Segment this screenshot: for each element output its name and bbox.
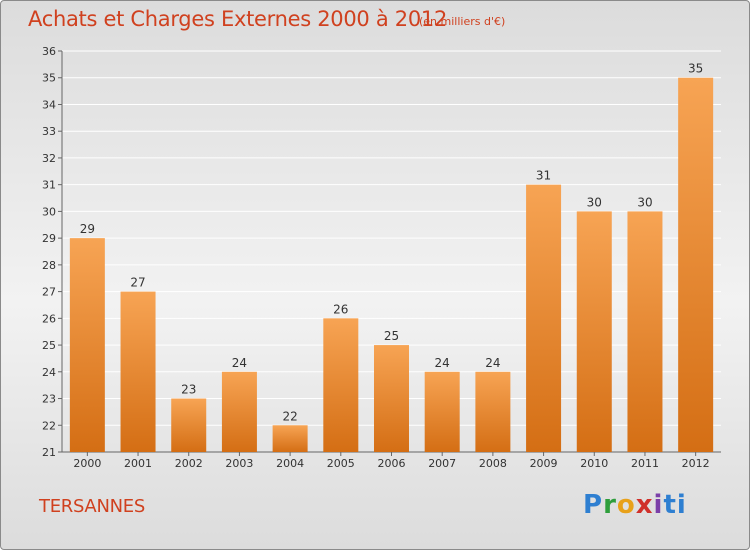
bar-value-label: 25 bbox=[384, 329, 399, 343]
bar-value-label: 31 bbox=[536, 169, 551, 183]
bar bbox=[69, 238, 105, 452]
logo-letter: P bbox=[583, 490, 604, 520]
logo-letter: x bbox=[635, 490, 654, 520]
logo-letter: ti bbox=[663, 490, 687, 520]
y-tick-label: 29 bbox=[42, 232, 56, 245]
chart-unit: (en milliers d'€) bbox=[419, 15, 506, 28]
x-tick-label: 2011 bbox=[631, 457, 659, 470]
x-tick-label: 2000 bbox=[73, 457, 101, 470]
bar bbox=[374, 345, 409, 452]
logo-letter: i bbox=[653, 490, 664, 520]
x-tick-label: 2007 bbox=[428, 457, 456, 470]
x-tick-label: 2006 bbox=[378, 457, 406, 470]
y-tick-label: 25 bbox=[42, 339, 56, 352]
x-tick-label: 2008 bbox=[479, 457, 507, 470]
y-tick-label: 35 bbox=[42, 72, 56, 85]
bar-value-label: 26 bbox=[333, 302, 348, 316]
bar bbox=[526, 184, 562, 452]
y-tick-label: 36 bbox=[42, 45, 56, 58]
bar-value-label: 22 bbox=[282, 409, 297, 423]
bar-value-label: 30 bbox=[587, 195, 602, 209]
bar bbox=[120, 291, 156, 452]
y-tick-label: 27 bbox=[42, 286, 56, 299]
y-tick-label: 30 bbox=[42, 205, 56, 218]
bar bbox=[475, 371, 511, 452]
data-labels: 29 27 23 24 22 26 25 24 24 31 30 30 35 bbox=[80, 62, 704, 424]
y-tick-label: 28 bbox=[42, 259, 56, 272]
chart-title: Achats et Charges Externes 2000 à 2012 bbox=[28, 7, 448, 31]
y-tick-label: 33 bbox=[42, 125, 56, 138]
y-tick-label: 24 bbox=[42, 366, 56, 379]
y-tick-label: 31 bbox=[42, 179, 56, 192]
proxiti-logo: Proxiti bbox=[583, 490, 687, 520]
x-tick-label: 2001 bbox=[124, 457, 152, 470]
bar bbox=[221, 371, 257, 452]
commune-name: TERSANNES bbox=[39, 496, 145, 517]
bar-value-label: 29 bbox=[80, 222, 95, 236]
bar-value-label: 24 bbox=[232, 356, 247, 370]
bar bbox=[576, 211, 612, 452]
bar-value-label: 23 bbox=[181, 383, 196, 397]
x-tick-label: 2002 bbox=[175, 457, 203, 470]
bar-value-label: 27 bbox=[130, 276, 145, 290]
bar bbox=[171, 398, 207, 452]
bar bbox=[424, 371, 460, 452]
logo-letter: o bbox=[616, 490, 636, 520]
x-tick-label: 2012 bbox=[682, 457, 710, 470]
bar-value-label: 24 bbox=[485, 356, 500, 370]
logo-letter: r bbox=[603, 490, 617, 520]
x-tick-label: 2005 bbox=[327, 457, 355, 470]
x-tick-label: 2009 bbox=[530, 457, 558, 470]
bar-value-label: 35 bbox=[688, 62, 703, 76]
y-tick-label: 34 bbox=[42, 98, 56, 111]
bar bbox=[678, 77, 714, 452]
y-tick-label: 32 bbox=[42, 152, 56, 165]
bar-value-label: 24 bbox=[435, 356, 450, 370]
y-tick-label: 23 bbox=[42, 393, 56, 406]
x-tick-label: 2010 bbox=[580, 457, 608, 470]
x-tick-label: 2003 bbox=[225, 457, 253, 470]
x-tick-label: 2004 bbox=[276, 457, 304, 470]
bar bbox=[323, 318, 359, 452]
bars bbox=[69, 77, 714, 452]
bar bbox=[272, 425, 308, 452]
y-tick-label: 26 bbox=[42, 312, 56, 325]
y-tick-label: 22 bbox=[42, 419, 56, 432]
y-tick-label: 21 bbox=[42, 446, 56, 459]
bar bbox=[627, 211, 663, 452]
bar-value-label: 30 bbox=[637, 195, 652, 209]
